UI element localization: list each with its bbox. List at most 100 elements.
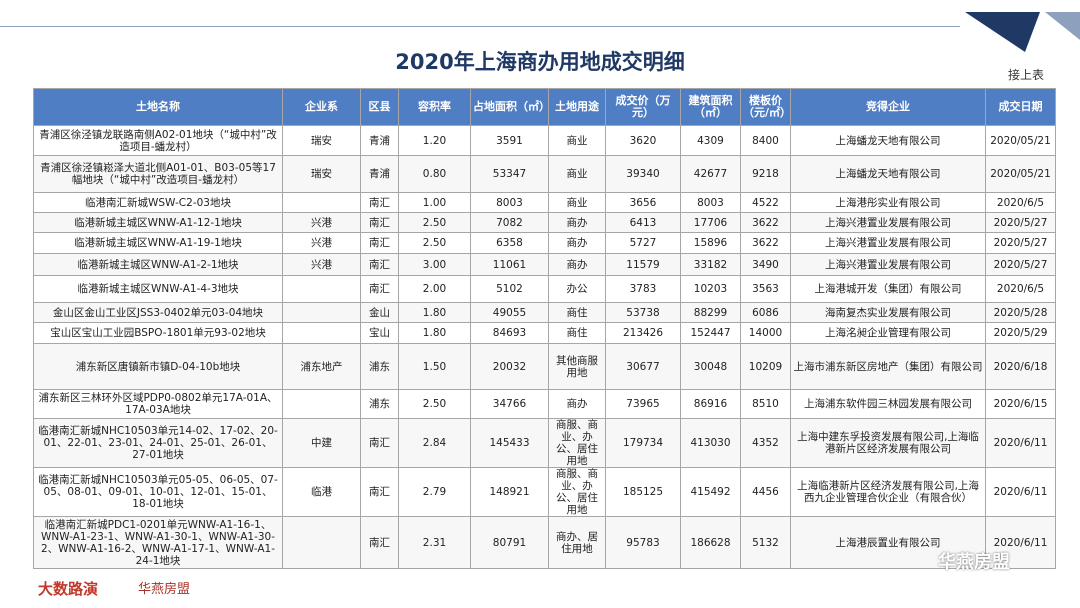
- cell: 南汇: [360, 192, 399, 213]
- cell: 浦东新区三林环外区域PDP0-0802单元17A-01A、17A-03A地块: [33, 389, 283, 419]
- cell: 临港新城主城区WNW-A1-19-1地块: [33, 232, 283, 254]
- cell: 瑞安: [282, 125, 361, 156]
- cell: 2020/6/5: [985, 192, 1056, 213]
- cell: 兴港: [282, 232, 361, 254]
- cell: 0.80: [398, 155, 471, 193]
- cell: 瑞安: [282, 155, 361, 193]
- table-row: 宝山区宝山工业园BSPO-1801单元93-02地块 宝山 1.80 84693 商住 2…: [33, 322, 1056, 344]
- cell: 2.50: [398, 389, 471, 419]
- cell: 3656: [605, 192, 681, 213]
- cell: 上海港辰置业有限公司: [790, 516, 986, 569]
- cell: 3622: [740, 212, 791, 233]
- cell: 6358: [470, 232, 549, 254]
- cell: 上海港城开发（集团）有限公司: [790, 275, 986, 303]
- table-row: 临港新城主城区WNW-A1-2-1地块 兴港 南汇 3.00 11061 商办 11579 3…: [33, 253, 1056, 276]
- cell: 2.50: [398, 212, 471, 233]
- cell: 34766: [470, 389, 549, 419]
- table-row: 临港南汇新城PDC1-0201单元WNW-A1-16-1、WNW-A1-23-1…: [33, 516, 1056, 569]
- cell: 浦东地产: [282, 343, 361, 390]
- cell: 8003: [470, 192, 549, 213]
- note: 接上表: [1007, 68, 1044, 82]
- cell: 415492: [680, 467, 741, 517]
- cell: 3.00: [398, 253, 471, 276]
- column-header: 成交日期: [985, 88, 1056, 126]
- table-row: 临港新城主城区WNW-A1-4-3地块 南汇 2.00 5102 办公 3783 10203…: [33, 275, 1056, 303]
- cell: 临港南汇新城PDC1-0201单元WNW-A1-16-1、WNW-A1-23-1…: [33, 516, 283, 569]
- cell: 2.00: [398, 275, 471, 303]
- table-row: 临港南汇新城NHC10503单元14-02、17-02、20-01、22-01、…: [33, 418, 1056, 468]
- cell: 2020/5/29: [985, 322, 1056, 344]
- cell: 95783: [605, 516, 681, 569]
- cell: 临港: [282, 467, 361, 517]
- cell: 商业: [548, 192, 606, 213]
- table-row: 临港南汇新城WSW-C2-03地块 南汇 1.00 8003 商业 3656 8003 452…: [33, 192, 1056, 213]
- cell: 413030: [680, 418, 741, 468]
- cell: 3620: [605, 125, 681, 156]
- cell: 商业: [548, 125, 606, 156]
- cell: 3783: [605, 275, 681, 303]
- cell: 上海港彤实业有限公司: [790, 192, 986, 213]
- cell: 10203: [680, 275, 741, 303]
- cell: 南汇: [360, 212, 399, 233]
- cell: 南汇: [360, 253, 399, 276]
- cell: [282, 516, 361, 569]
- cell: 商办: [548, 212, 606, 233]
- cell: 浦东: [360, 343, 399, 390]
- cell: 179734: [605, 418, 681, 468]
- cell: 4352: [740, 418, 791, 468]
- cell: 2020/5/27: [985, 253, 1056, 276]
- cell: 7082: [470, 212, 549, 233]
- cell: 2020/5/28: [985, 302, 1056, 323]
- cell: 53347: [470, 155, 549, 193]
- cell: 11579: [605, 253, 681, 276]
- cell: 临港南汇新城NHC10503单元05-05、06-05、07-05、08-01、…: [33, 467, 283, 517]
- divider: [0, 26, 960, 27]
- cell: 海南复杰实业发展有限公司: [790, 302, 986, 323]
- cell: 8510: [740, 389, 791, 419]
- cell: 青浦区徐泾镇崧泽大道北侧A01-01、B03-05等17幅地块（“城中村”改造项…: [33, 155, 283, 193]
- cell: 2020/6/11: [985, 467, 1056, 517]
- cell: 南汇: [360, 232, 399, 254]
- table-row: 浦东新区唐镇新市镇D-04-10b地块 浦东地产 浦东 1.50 20032 其他商服用地…: [33, 343, 1056, 390]
- cell: 8003: [680, 192, 741, 213]
- cell: 2020/6/11: [985, 418, 1056, 468]
- deal-table: 土地名称 企业系 区县 容积率 占地面积（㎡） 土地用途 成交价（万元） 建筑面积（㎡） 楼板价…: [33, 88, 1056, 569]
- cell: 宝山区宝山工业园BSPO-1801单元93-02地块: [33, 322, 283, 344]
- cell: 4456: [740, 467, 791, 517]
- cell: 上海中建东孚投资发展有限公司,上海临港新片区经济发展有限公司: [790, 418, 986, 468]
- cell: 青浦区徐泾镇龙联路南侧A02-01地块（“城中村”改造项目-蟠龙村）: [33, 125, 283, 156]
- column-header: 占地面积（㎡）: [470, 88, 549, 126]
- cell: [282, 322, 361, 344]
- column-header: 区县: [360, 88, 399, 126]
- cell: 南汇: [360, 418, 399, 468]
- cell: 17706: [680, 212, 741, 233]
- cell: 42677: [680, 155, 741, 193]
- cell: [282, 275, 361, 303]
- cell: 南汇: [360, 467, 399, 517]
- cell: 3563: [740, 275, 791, 303]
- cell: 商办、居住用地: [548, 516, 606, 569]
- cell: 临港南汇新城NHC10503单元14-02、17-02、20-01、22-01、…: [33, 418, 283, 468]
- cell: [282, 302, 361, 323]
- cell: 2.31: [398, 516, 471, 569]
- cell: 兴港: [282, 253, 361, 276]
- cell: 南汇: [360, 516, 399, 569]
- cell: 商住: [548, 322, 606, 344]
- cell: 2020/6/18: [985, 343, 1056, 390]
- cell: 2.79: [398, 467, 471, 517]
- cell: 商业: [548, 155, 606, 193]
- cell: 2020/6/11: [985, 516, 1056, 569]
- cell: 88299: [680, 302, 741, 323]
- cell: 30677: [605, 343, 681, 390]
- column-header: 容积率: [398, 88, 471, 126]
- header-row: 土地名称 企业系 区县 容积率 占地面积（㎡） 土地用途 成交价（万元） 建筑面积（㎡） 楼板价…: [33, 88, 1056, 126]
- cell: 1.80: [398, 322, 471, 344]
- cell: 商办: [548, 232, 606, 254]
- watermark-logo: 华燕房盟: [938, 552, 1010, 573]
- cell: 商办: [548, 389, 606, 419]
- cell: 其他商服用地: [548, 343, 606, 390]
- cell: 上海兴港置业发展有限公司: [790, 253, 986, 276]
- cell: 青浦: [360, 125, 399, 156]
- cell: 2.84: [398, 418, 471, 468]
